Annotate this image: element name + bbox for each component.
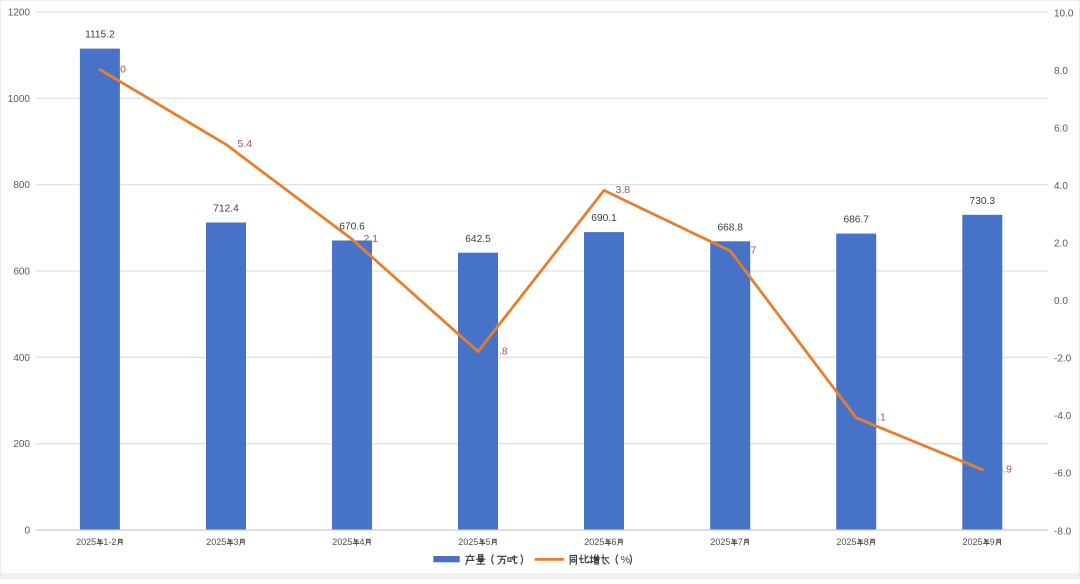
svg-text:2025: 2025 <box>584 537 604 547</box>
svg-text:5.4: 5.4 <box>238 138 253 150</box>
svg-text:-2.0: -2.0 <box>1054 354 1072 365</box>
svg-text:690.1: 690.1 <box>591 213 617 224</box>
svg-text:2025: 2025 <box>710 537 730 547</box>
svg-text:670.6: 670.6 <box>339 222 365 233</box>
svg-text:0: 0 <box>24 526 30 537</box>
svg-text:0.0: 0.0 <box>1054 296 1068 307</box>
svg-text:668.8: 668.8 <box>717 222 743 233</box>
svg-text:730.3: 730.3 <box>970 196 996 207</box>
svg-text:6.0: 6.0 <box>1054 123 1068 134</box>
svg-text:3: 3 <box>234 537 239 547</box>
svg-text:2025: 2025 <box>836 537 856 547</box>
svg-text:4: 4 <box>360 537 365 547</box>
svg-text:2025: 2025 <box>458 537 478 547</box>
svg-text:10.0: 10.0 <box>1054 8 1074 19</box>
svg-text:2025: 2025 <box>332 537 352 547</box>
svg-text:1000: 1000 <box>8 94 31 105</box>
svg-text:1-2: 1-2 <box>103 537 116 547</box>
svg-text:8.0: 8.0 <box>1054 66 1068 77</box>
svg-text:2025: 2025 <box>206 537 226 547</box>
svg-text:7: 7 <box>738 537 743 547</box>
svg-text:1115.2: 1115.2 <box>85 30 115 41</box>
svg-text:200: 200 <box>13 439 30 450</box>
svg-text:712.4: 712.4 <box>213 204 239 215</box>
svg-text:6: 6 <box>612 537 617 547</box>
svg-text:-4.0: -4.0 <box>1054 411 1072 422</box>
svg-text:-6.0: -6.0 <box>1054 469 1072 480</box>
svg-text:2025: 2025 <box>963 537 983 547</box>
svg-text:9: 9 <box>990 537 995 547</box>
svg-text:%: % <box>621 554 630 566</box>
svg-text:600: 600 <box>13 267 30 278</box>
svg-text:400: 400 <box>13 353 30 364</box>
svg-text:8: 8 <box>864 537 869 547</box>
svg-text:4.0: 4.0 <box>1054 181 1068 192</box>
svg-text:2025: 2025 <box>76 537 96 547</box>
svg-text:5: 5 <box>486 537 491 547</box>
svg-text:642.5: 642.5 <box>465 234 491 245</box>
svg-text:686.7: 686.7 <box>843 215 869 226</box>
svg-text:800: 800 <box>13 180 30 191</box>
svg-text:1200: 1200 <box>8 8 31 19</box>
svg-text:3.8: 3.8 <box>616 184 631 196</box>
svg-text:2.0: 2.0 <box>1054 239 1068 250</box>
svg-text:-8.0: -8.0 <box>1054 526 1072 537</box>
